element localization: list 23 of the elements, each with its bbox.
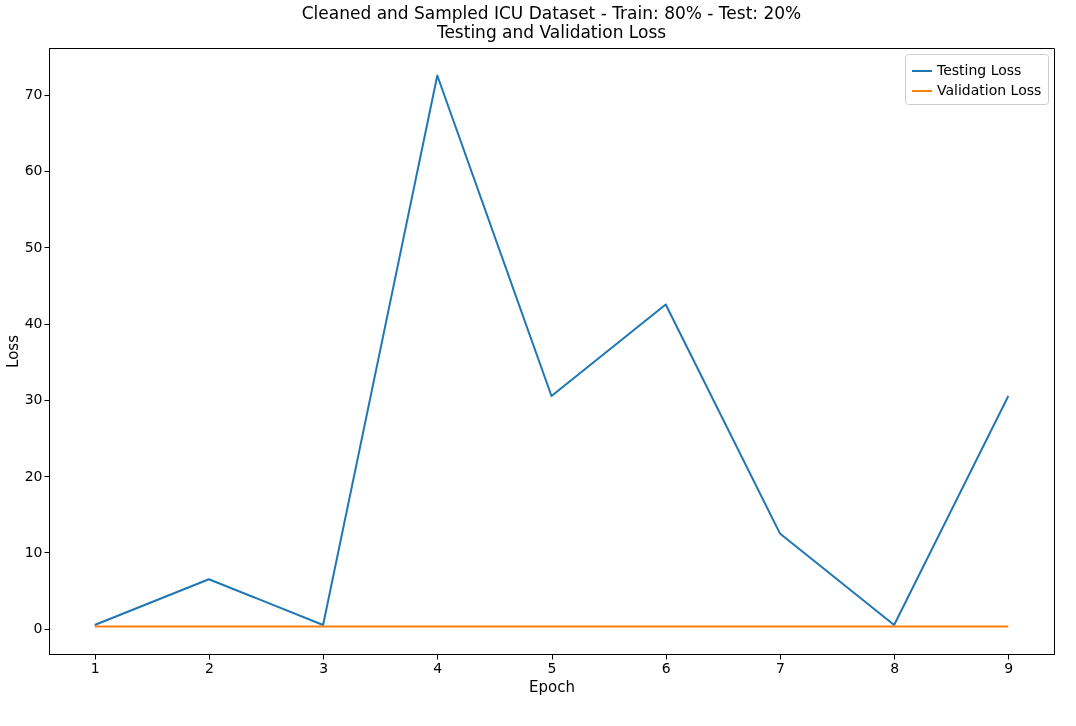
- x-tick-label: 5: [547, 659, 557, 676]
- y-tick-label: 60: [24, 162, 43, 179]
- x-tick-label: 1: [90, 659, 100, 676]
- x-tick-label: 8: [890, 659, 900, 676]
- x-tick-label: 4: [433, 659, 443, 676]
- text: Cleaned and Sampled ICU Dataset - Train: 80% - Test: 20%: [301, 3, 802, 23]
- x-tick-label: 6: [661, 659, 671, 676]
- legend-label: Validation Loss: [937, 82, 1042, 98]
- y-axis-title: Loss: [3, 334, 22, 368]
- y-tick-label: 70: [24, 86, 43, 103]
- x-tick-label: 9: [1004, 659, 1014, 676]
- x-tick-label: 2: [204, 659, 214, 676]
- y-tick-label: 30: [24, 391, 43, 408]
- x-tick-label: 3: [319, 659, 329, 676]
- text: Testing and Validation Loss: [436, 22, 667, 42]
- x-tick-label: 7: [775, 659, 785, 676]
- y-tick-label: 50: [24, 238, 43, 255]
- y-tick-label: 0: [33, 620, 43, 637]
- y-tick-label: 20: [24, 467, 43, 484]
- legend-label: Testing Loss: [936, 62, 1022, 78]
- y-tick-label: 40: [24, 315, 43, 332]
- y-tick-label: 10: [24, 543, 43, 560]
- x-axis-title: Epoch: [529, 677, 575, 696]
